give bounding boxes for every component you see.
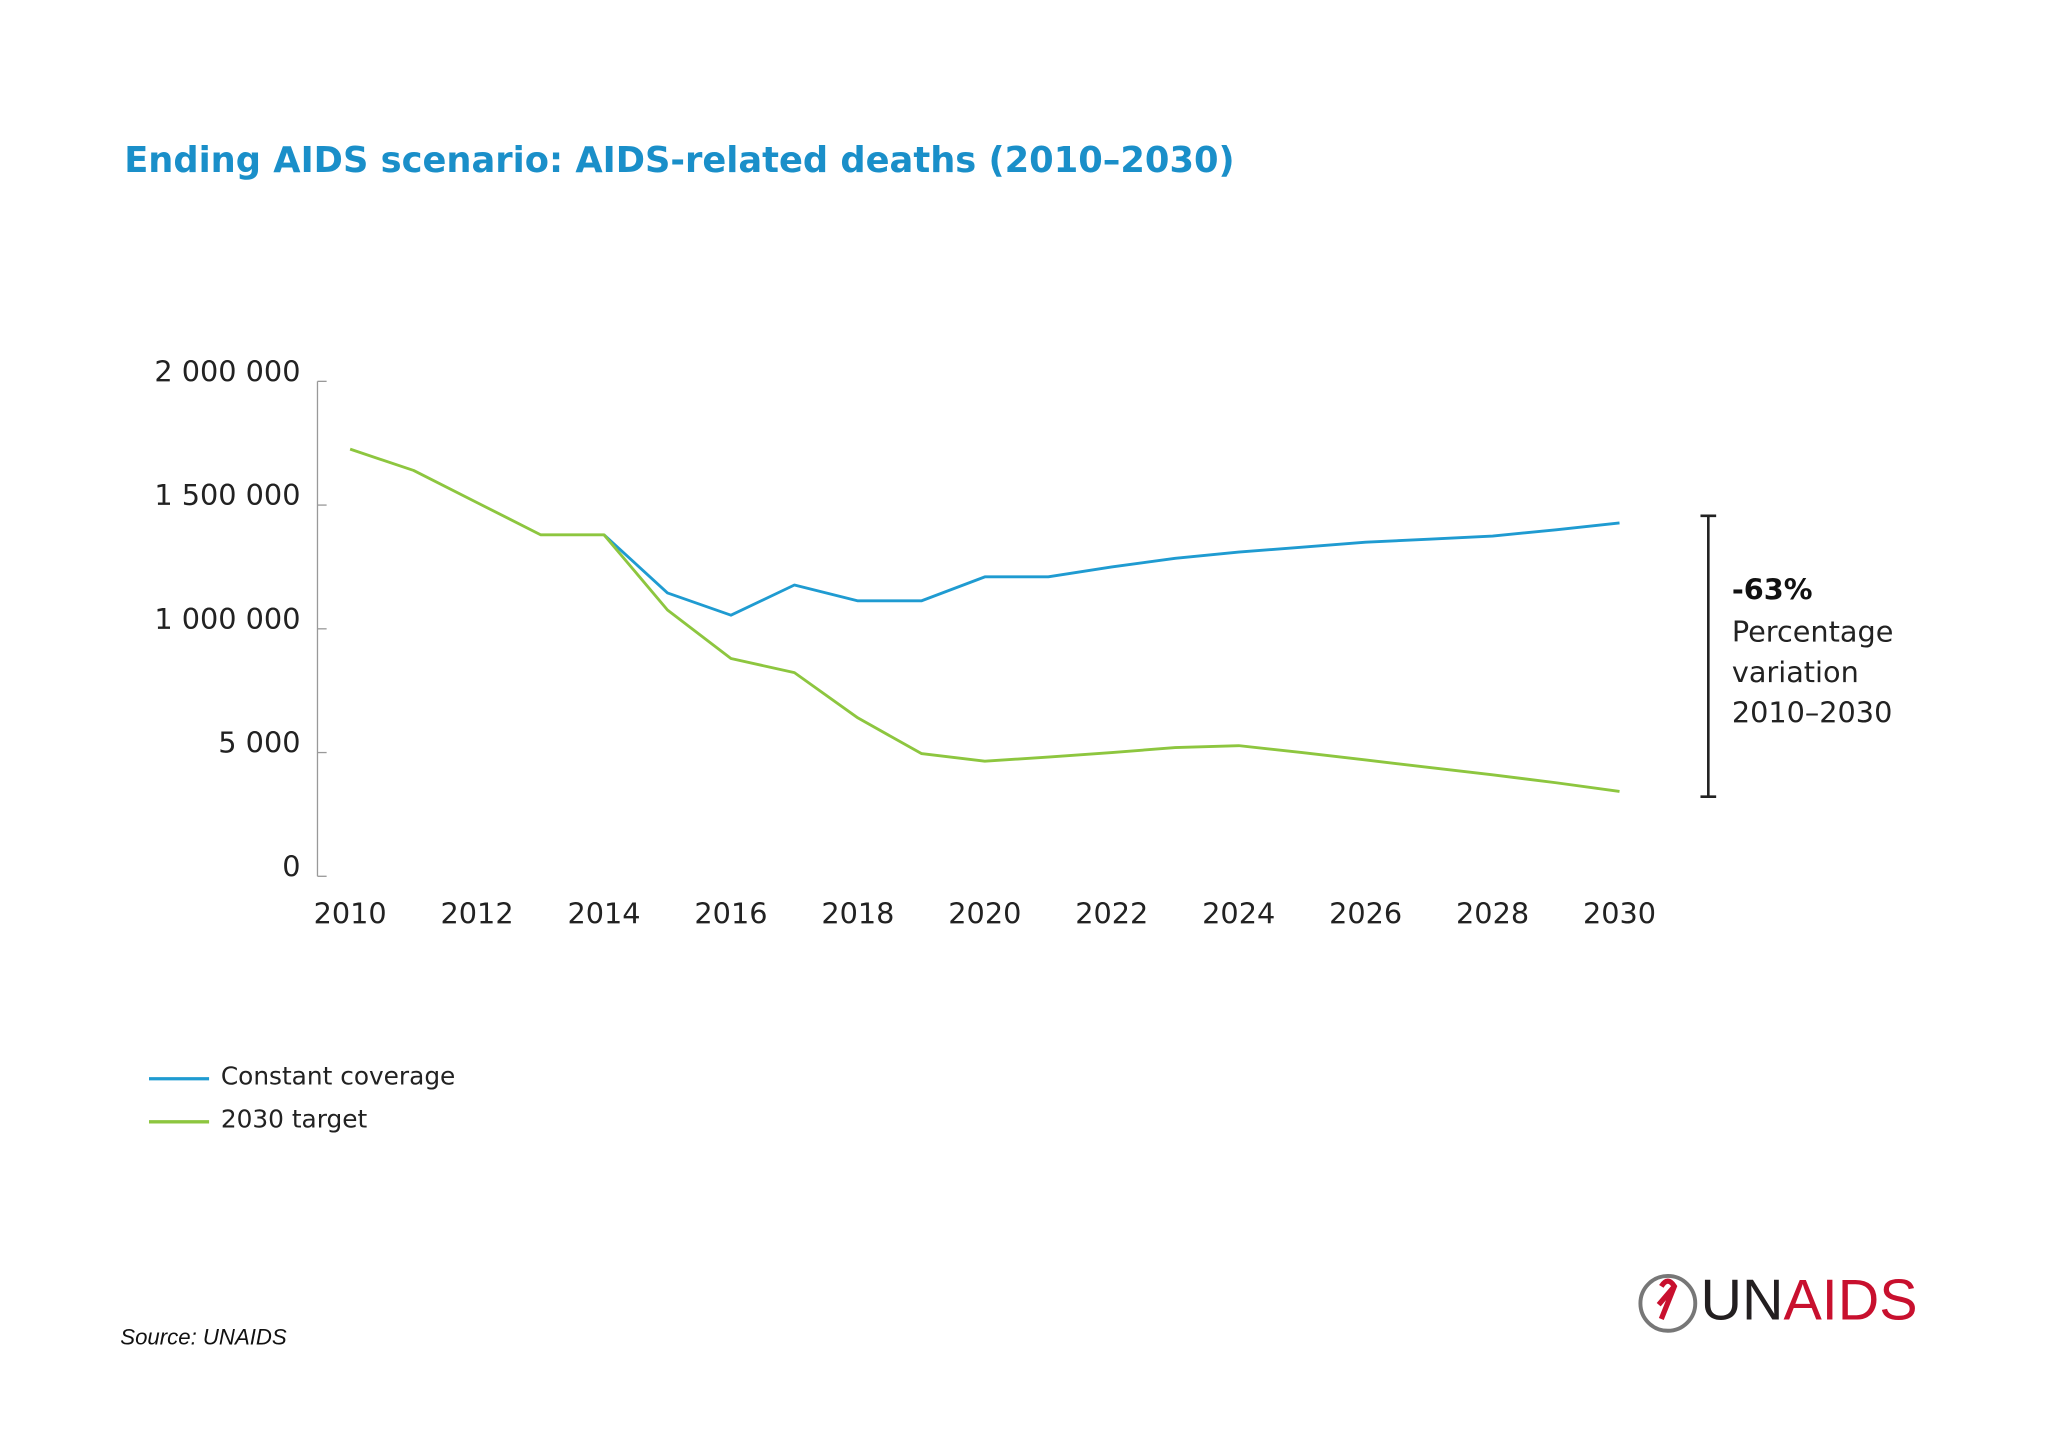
x-tick-label: 2022 — [1075, 896, 1148, 930]
chart-title: Ending AIDS scenario: AIDS-related death… — [124, 140, 1234, 181]
logo-text: UNAIDS — [1700, 1269, 1917, 1333]
series-line — [603, 521, 1620, 617]
logo-ribbon — [1656, 1278, 1678, 1320]
series-line — [349, 447, 1620, 793]
y-tick-label: 1 000 000 — [154, 602, 300, 636]
x-tick-label: 2018 — [821, 896, 894, 930]
x-tick-label: 2016 — [694, 896, 767, 930]
x-tick-label: 2030 — [1583, 896, 1656, 930]
x-tick-label: 2028 — [1456, 896, 1529, 930]
logo-emblem — [1638, 1273, 1698, 1333]
y-tick-label: 0 — [282, 849, 300, 883]
x-tick-label: 2010 — [314, 896, 387, 930]
x-tick-label: 2014 — [567, 896, 640, 930]
y-tick-label: 2 000 000 — [154, 355, 300, 389]
source: Source: UNAIDS — [120, 1324, 287, 1349]
x-tick-label: 2020 — [948, 896, 1021, 930]
x-tick-label: 2012 — [441, 896, 514, 930]
annotation-text: variation — [1732, 655, 1859, 689]
y-tick-label: 1 500 000 — [154, 478, 300, 512]
annotation: -63% Percentage variation 2010–2030 — [1700, 514, 1894, 798]
x-tick-label: 2024 — [1202, 896, 1275, 930]
y-tick-label: 5 000 — [218, 726, 300, 760]
logo: UNAIDS — [1638, 1269, 1918, 1333]
legend-label: Constant coverage — [221, 1061, 455, 1090]
annotation-value: -63% — [1732, 573, 1813, 607]
legend-label: 2030 target — [221, 1105, 368, 1134]
annotation-text: 2010–2030 — [1732, 695, 1893, 729]
annotation-text: Percentage — [1732, 614, 1894, 648]
x-tick-label: 2026 — [1329, 896, 1402, 930]
